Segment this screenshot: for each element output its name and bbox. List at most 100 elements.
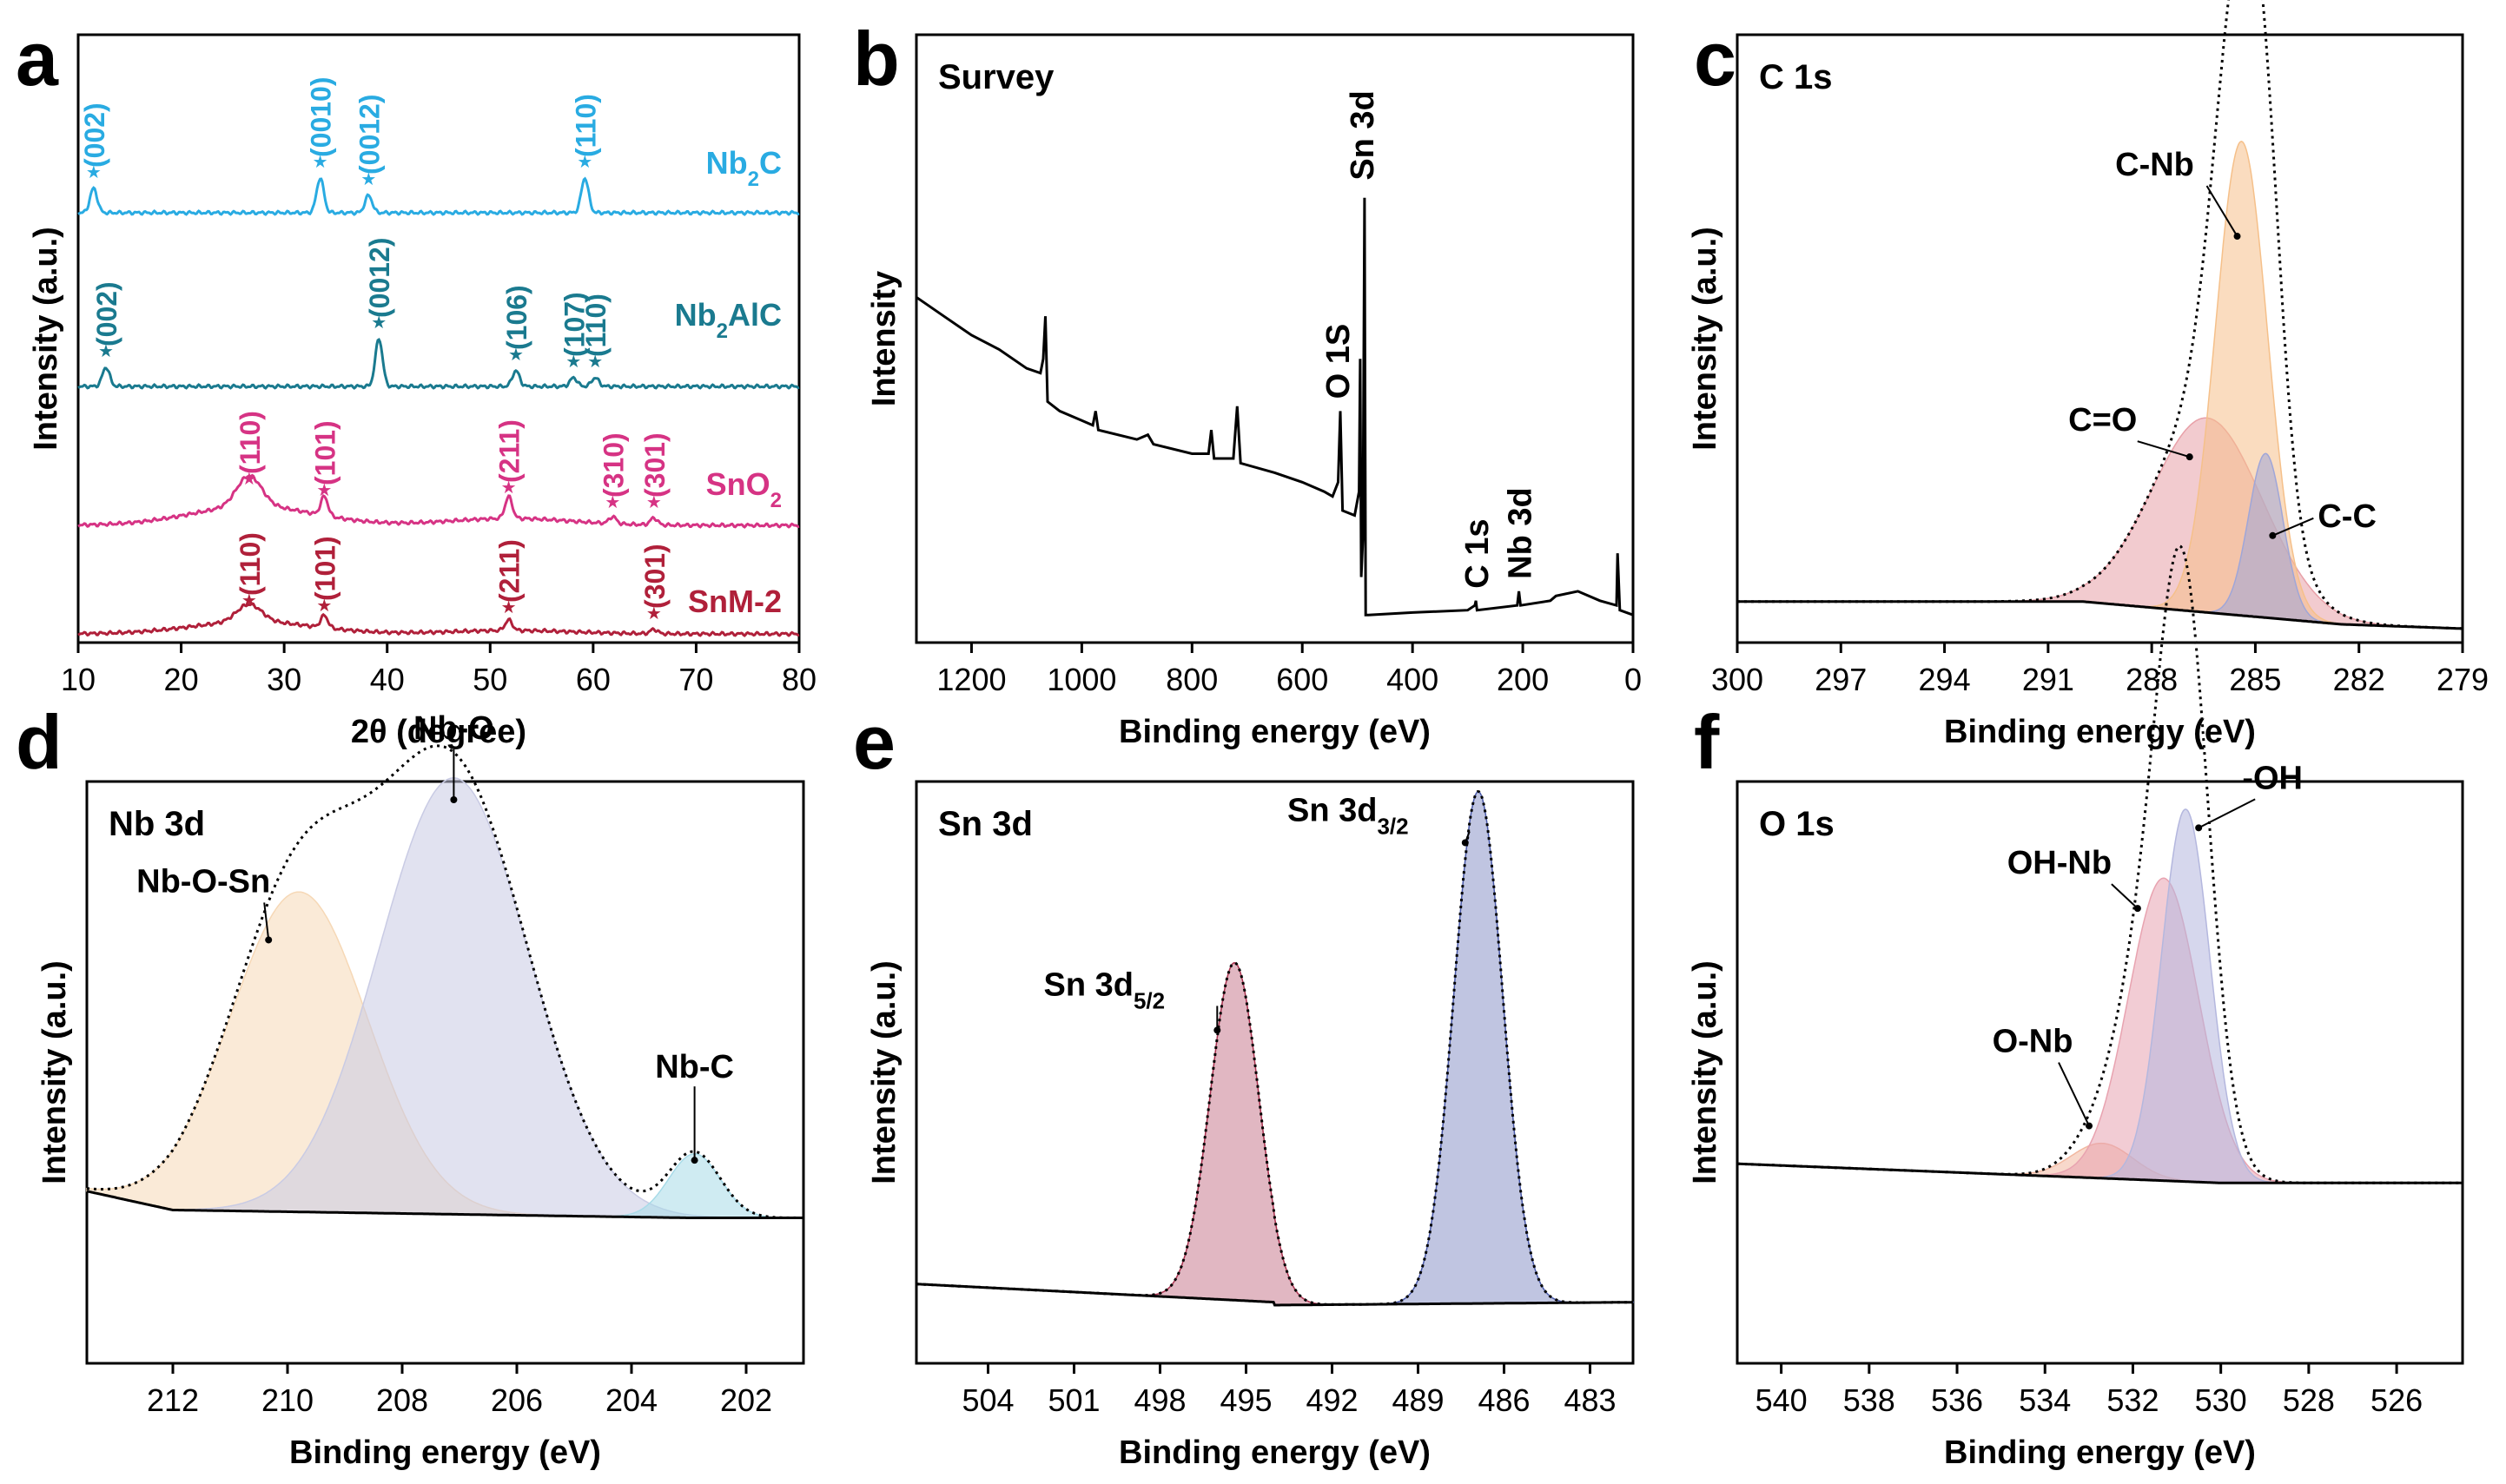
x-axis-title: Binding energy (eV) — [1119, 714, 1431, 750]
fit-component — [1737, 877, 2463, 1184]
hkl-label: (0010) — [306, 77, 337, 158]
x-tick-label: 204 — [605, 1382, 658, 1418]
peak-star: ★ — [241, 591, 257, 610]
label-arrow — [263, 902, 270, 940]
x-axis-title: 2θ (degree) — [351, 714, 526, 750]
peak-star: ★ — [508, 346, 524, 365]
hkl-label: (211) — [494, 539, 526, 603]
hkl-label: (301) — [639, 432, 671, 498]
x-tick-label: 1000 — [1047, 662, 1116, 697]
x-tick-label: 532 — [2106, 1382, 2159, 1418]
panel-letter-f: f — [1694, 699, 1720, 785]
hkl-label: (101) — [309, 420, 341, 485]
label-arrow — [2198, 798, 2256, 829]
peak-star: ★ — [565, 353, 581, 372]
survey-peak-label: Sn 3d — [1345, 90, 1381, 180]
x-tick-label: 202 — [720, 1382, 772, 1418]
x-tick-label: 498 — [1134, 1382, 1186, 1418]
series-name: Nb2AlC — [675, 297, 782, 343]
panel-a: a 10 20 30 40 50 60 70 80 2θ (degree) Intensity (a… — [16, 16, 817, 750]
fit-component — [1737, 140, 2463, 630]
x-tick-label: 60 — [576, 662, 611, 697]
hkl-label: (110) — [580, 294, 612, 357]
peak-star: ★ — [316, 597, 332, 616]
y-axis-title: Intensity (a.u.) — [1687, 227, 1723, 451]
x-tick-label: 300 — [1711, 662, 1763, 697]
label-arrow-head — [691, 1157, 698, 1164]
peak-star: ★ — [577, 153, 592, 172]
component-label: C-C — [2318, 498, 2377, 535]
x-tick-label: 297 — [1815, 662, 1867, 697]
y-axis-title: Intensity (a.u.) — [36, 960, 73, 1184]
x-tick-label: 80 — [782, 662, 817, 697]
fit-background — [86, 1190, 803, 1219]
label-arrow-head — [2233, 233, 2241, 241]
component-label: -OH — [2242, 760, 2303, 796]
hkl-label: (211) — [494, 419, 526, 483]
component-label: Nb-O — [413, 710, 494, 747]
fit-background — [916, 1283, 1633, 1307]
component-label: Nb-O-Sn — [136, 863, 270, 900]
hkl-label: (110) — [235, 411, 266, 474]
peak-star: ★ — [360, 170, 376, 189]
x-tick-label: 800 — [1166, 662, 1218, 697]
panel-title: C 1s — [1759, 58, 1833, 96]
xrd-trace — [77, 473, 800, 529]
x-tick-label: 212 — [147, 1382, 199, 1418]
label-arrow-head — [265, 936, 273, 944]
x-tick-label: 0 — [1624, 662, 1642, 697]
label-arrow-head — [2086, 1122, 2093, 1130]
x-axis-title: Binding energy (eV) — [1119, 1435, 1431, 1471]
x-tick-label: 501 — [1048, 1382, 1100, 1418]
component-label: Sn 3d3/2 — [1287, 792, 1409, 839]
x-tick-label: 530 — [2195, 1382, 2247, 1418]
hkl-label: (310) — [598, 432, 629, 498]
label-arrow — [2205, 185, 2238, 237]
fit-envelope — [86, 744, 803, 1219]
plot-frame — [76, 33, 801, 644]
survey-trace — [916, 197, 1634, 617]
component-label: O-Nb — [1993, 1024, 2073, 1060]
panel-c: c 300 297 294 291 288 285 282 279 Binding energy … — [1687, 0, 2489, 750]
label-arrow-head — [2185, 453, 2193, 461]
hkl-label: (107) — [559, 292, 590, 357]
xrd-trace — [77, 602, 800, 637]
peak-star: ★ — [501, 598, 517, 617]
x-tick-label: 40 — [370, 662, 405, 697]
label-arrow — [2271, 517, 2314, 537]
y-axis-title: Intensity — [866, 271, 903, 406]
panel-title: Sn 3d — [938, 805, 1033, 843]
hkl-label: (0012) — [354, 95, 385, 175]
x-tick-label: 30 — [267, 662, 301, 697]
fit-background — [1737, 1162, 2463, 1184]
peak-star: ★ — [646, 493, 662, 512]
peak-star: ★ — [371, 313, 387, 333]
plot-frame — [915, 33, 1635, 644]
label-arrow-head — [450, 796, 458, 804]
x-tick-label: 492 — [1306, 1382, 1358, 1418]
series-name: SnO2 — [706, 466, 782, 512]
x-tick-label: 540 — [1756, 1382, 1808, 1418]
panel-letter-e: e — [853, 699, 896, 785]
panel-title: Survey — [938, 58, 1055, 96]
x-tick-label: 208 — [376, 1382, 428, 1418]
x-axis-title: Binding energy (eV) — [1944, 714, 2256, 750]
peak-star: ★ — [501, 478, 517, 498]
series-name: Nb2C — [706, 145, 782, 191]
component-label: Sn 3d5/2 — [1043, 966, 1165, 1013]
x-tick-label: 538 — [1843, 1382, 1895, 1418]
x-tick-label: 210 — [261, 1382, 314, 1418]
x-tick-label: 486 — [1478, 1382, 1530, 1418]
panel-title: O 1s — [1759, 805, 1835, 843]
peak-star: ★ — [646, 604, 662, 623]
x-axis-title: Binding energy (eV) — [289, 1435, 601, 1471]
label-arrow — [2058, 1062, 2090, 1127]
component-label: Nb-C — [655, 1049, 734, 1085]
peak-star: ★ — [587, 353, 603, 372]
fit-background — [1737, 600, 2463, 630]
panel-b: b 1200 1000 800 600 400 200 0 Binding energy (eV… — [853, 16, 1642, 750]
x-tick-label: 536 — [1931, 1382, 1983, 1418]
x-tick-label: 504 — [962, 1382, 1014, 1418]
x-tick-label: 489 — [1392, 1382, 1444, 1418]
